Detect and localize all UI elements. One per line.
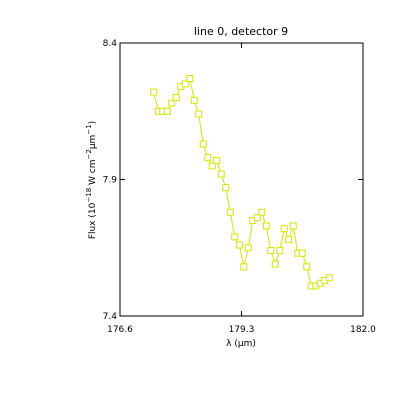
x-tick-label: 179.3 bbox=[229, 325, 255, 335]
y-axis-label: Flux (10−18 W cm−2μm−1) bbox=[85, 121, 98, 239]
data-point bbox=[244, 244, 252, 252]
data-point bbox=[240, 263, 248, 271]
data-point bbox=[231, 233, 239, 241]
chart-title: line 0, detector 9 bbox=[194, 25, 288, 38]
data-point bbox=[222, 184, 230, 192]
data-point bbox=[303, 263, 311, 271]
x-tick-label: 182.0 bbox=[350, 325, 376, 335]
data-point bbox=[262, 222, 270, 230]
data-point bbox=[298, 249, 306, 257]
y-tick-label: 7.4 bbox=[103, 312, 118, 322]
y-tick-label: 7.9 bbox=[103, 176, 118, 186]
data-point bbox=[195, 110, 203, 118]
data-point bbox=[276, 246, 284, 254]
data-point bbox=[285, 236, 293, 244]
data-point bbox=[213, 156, 221, 164]
data-point bbox=[253, 214, 261, 222]
data-point bbox=[168, 99, 176, 107]
data-point bbox=[163, 107, 171, 115]
data-point bbox=[258, 208, 266, 216]
axis-ticks: 176.6 179.3 182.0 7.4 7.9 8.4 bbox=[103, 39, 376, 335]
series-layer bbox=[150, 74, 333, 290]
data-point bbox=[181, 80, 189, 88]
data-point bbox=[280, 225, 288, 233]
data-point bbox=[235, 241, 243, 249]
data-point bbox=[325, 274, 333, 282]
data-point bbox=[204, 154, 212, 162]
x-axis-label: λ (μm) bbox=[226, 339, 256, 349]
data-point bbox=[172, 94, 180, 102]
data-point bbox=[186, 74, 194, 82]
data-point bbox=[267, 246, 275, 254]
data-point bbox=[199, 140, 207, 148]
data-point bbox=[208, 162, 216, 170]
data-point bbox=[289, 222, 297, 230]
x-tick-label: 176.6 bbox=[107, 325, 133, 335]
data-point bbox=[271, 260, 279, 268]
data-point bbox=[226, 208, 234, 216]
data-point bbox=[190, 96, 198, 104]
data-point bbox=[150, 88, 158, 96]
data-point bbox=[217, 170, 225, 178]
y-tick-label: 8.4 bbox=[103, 39, 118, 49]
